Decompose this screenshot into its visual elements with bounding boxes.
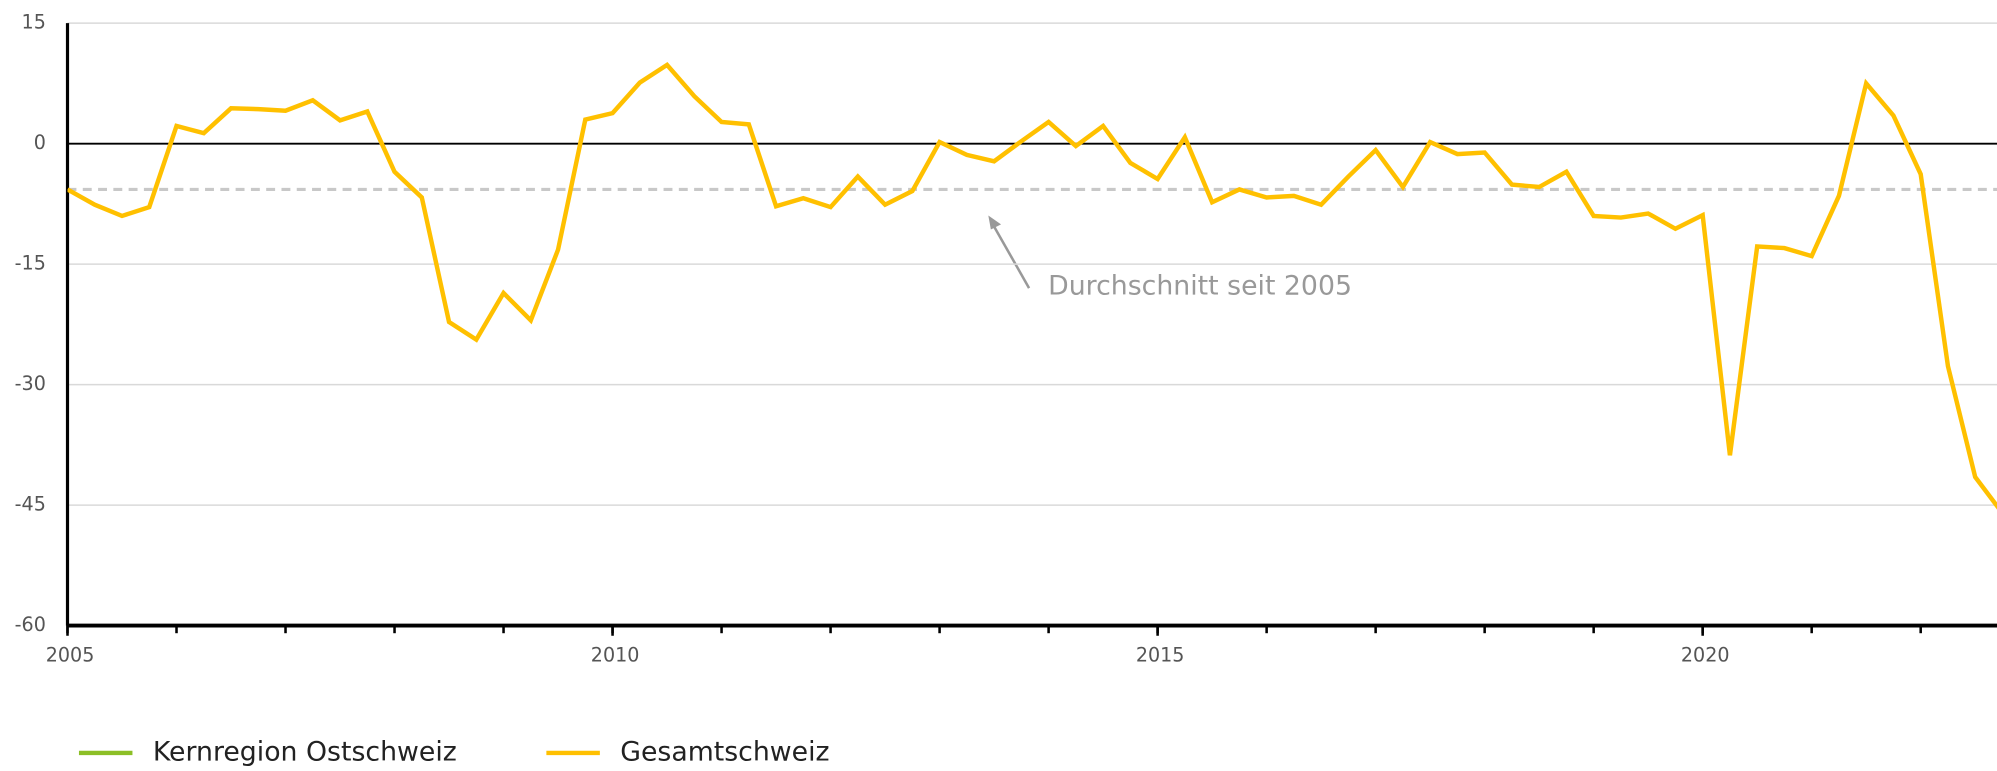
- y-tick-label: -15: [15, 252, 46, 275]
- x-tick-label: 2010: [591, 644, 640, 667]
- annotation-arrow: [991, 222, 1031, 289]
- y-tick-label: 0: [34, 131, 46, 154]
- y-tick-label: -45: [15, 493, 46, 516]
- series-line: [67, 62, 1997, 510]
- x-tick-label: 2005: [46, 644, 95, 667]
- annotation: Durchschnitt seit 2005: [1048, 270, 1352, 301]
- legend-label: Gesamtschweiz: [620, 736, 829, 767]
- y-tick-label: -30: [15, 372, 46, 395]
- annotation-arrowhead: [988, 215, 1002, 230]
- y-tick-label: -60: [15, 613, 46, 636]
- legend-label: Kernregion Ostschweiz: [153, 736, 457, 767]
- x-tick-label: 2020: [1681, 644, 1730, 667]
- y-tick-label: 15: [22, 11, 46, 34]
- x-tick-label: 2015: [1136, 644, 1185, 667]
